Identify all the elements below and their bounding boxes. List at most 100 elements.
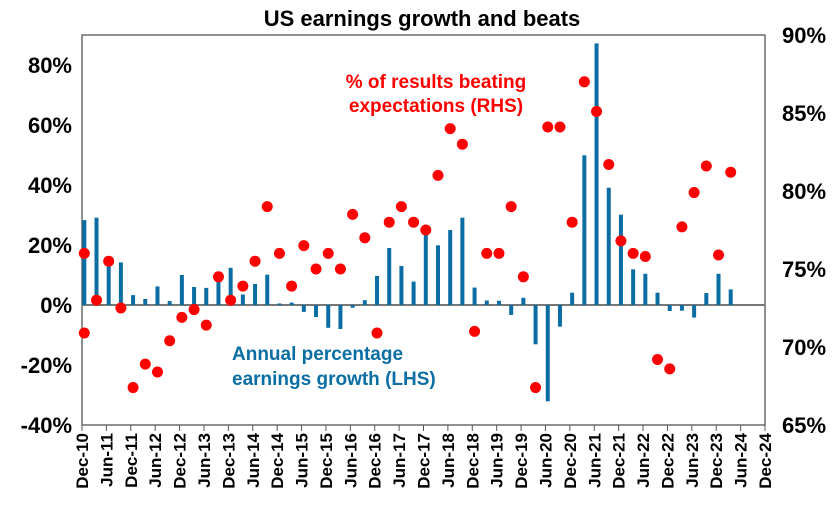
beat-dot — [432, 169, 444, 181]
bar — [82, 220, 87, 305]
bar — [253, 284, 258, 305]
beat-dot — [212, 271, 224, 283]
right-tick-label: 65% — [782, 413, 826, 438]
x-tick-label: Dec-16 — [366, 433, 385, 489]
x-tick-label: Jun-15 — [293, 433, 312, 488]
bar — [240, 294, 245, 305]
beat-dot — [273, 247, 285, 259]
bar — [94, 217, 99, 305]
x-tick-label: Dec-10 — [73, 433, 92, 489]
beat-dot — [493, 247, 505, 259]
beat-dot — [591, 105, 603, 117]
annotation-rhs: % of results beating expectations (RHS) — [346, 72, 527, 117]
left-axis: -40% -20% 0% 20% 40% 60% 80% — [21, 53, 72, 438]
bar — [155, 286, 160, 305]
bar — [521, 297, 526, 305]
beat-dot — [395, 201, 407, 213]
annotation-lhs-line1: Annual percentage — [232, 344, 403, 365]
bar — [643, 273, 648, 305]
bar — [667, 305, 672, 311]
bar — [679, 305, 684, 311]
bar — [289, 302, 294, 305]
bar — [375, 275, 380, 305]
x-tick-label: Dec-14 — [268, 432, 287, 488]
bar — [179, 275, 184, 305]
annotation-rhs-line2: expectations (RHS) — [349, 96, 523, 117]
right-tick-label: 85% — [782, 101, 826, 126]
beat-dot — [225, 294, 237, 306]
bar — [496, 300, 501, 305]
bar — [131, 295, 136, 305]
x-tick-label: Jun-19 — [488, 433, 507, 488]
beat-dot — [371, 327, 383, 339]
beat-dot — [200, 319, 212, 331]
bar — [655, 292, 660, 305]
bar — [472, 287, 477, 305]
beat-dot — [286, 280, 298, 292]
bar — [594, 43, 599, 306]
bar — [716, 273, 721, 305]
beat-dot — [261, 201, 273, 213]
x-tick-label: Jun-22 — [634, 433, 653, 488]
bar — [582, 155, 587, 305]
bar — [533, 305, 538, 345]
bar — [557, 305, 562, 327]
beat-dot — [176, 311, 188, 323]
annotation-rhs-line1: % of results beating — [346, 72, 527, 93]
beat-dot — [481, 247, 493, 259]
x-tick-label: Jun-21 — [585, 433, 604, 488]
beat-dot — [237, 280, 249, 292]
x-tick-label: Dec-17 — [415, 433, 434, 489]
bar — [204, 287, 209, 305]
bar — [277, 303, 282, 305]
beat-dot — [322, 247, 334, 259]
beat-dot — [554, 121, 566, 133]
right-tick-label: 70% — [782, 335, 826, 360]
beat-dot — [505, 201, 517, 213]
bar — [265, 274, 270, 305]
beat-dot — [359, 232, 371, 244]
x-tick-label: Dec-12 — [171, 433, 190, 489]
beat-dot — [456, 138, 468, 150]
x-tick-label: Dec-23 — [707, 433, 726, 489]
bar — [167, 301, 172, 305]
bar — [448, 230, 453, 305]
beat-dot — [188, 304, 200, 316]
bar — [570, 292, 575, 305]
beat-dot — [639, 251, 651, 263]
bar — [362, 300, 367, 305]
x-tick-label: Dec-11 — [122, 433, 141, 488]
beat-dot — [408, 216, 420, 228]
beat-dot — [652, 353, 664, 365]
bar — [423, 230, 428, 305]
bar — [606, 187, 611, 305]
bar — [338, 305, 343, 329]
left-tick-label: 20% — [28, 233, 72, 258]
left-tick-label: 40% — [28, 173, 72, 198]
bar-series-earnings-growth — [82, 43, 733, 402]
beat-dot — [676, 221, 688, 233]
bar — [435, 245, 440, 305]
left-tick-label: 80% — [28, 53, 72, 78]
left-tick-label: -40% — [21, 413, 72, 438]
bar — [704, 293, 709, 305]
annotation-lhs-line2: earnings growth (LHS) — [232, 369, 436, 390]
beat-dot — [444, 123, 456, 135]
beat-dot — [298, 240, 310, 252]
beat-dot — [542, 121, 554, 133]
left-tick-label: -20% — [21, 353, 72, 378]
beat-dot — [310, 263, 322, 275]
x-tick-label: Jun-20 — [536, 433, 555, 488]
dot-series-beats — [78, 76, 737, 394]
x-tick-label: Dec-13 — [219, 433, 238, 489]
x-tick-label: Dec-22 — [658, 433, 677, 489]
beat-dot — [347, 208, 359, 220]
bar — [728, 289, 733, 305]
x-tick-label: Dec-18 — [463, 433, 482, 489]
beat-dot — [103, 255, 115, 267]
bar — [692, 305, 697, 318]
bar — [314, 305, 319, 317]
bar — [326, 305, 331, 328]
x-tick-label: Jun-23 — [683, 433, 702, 488]
